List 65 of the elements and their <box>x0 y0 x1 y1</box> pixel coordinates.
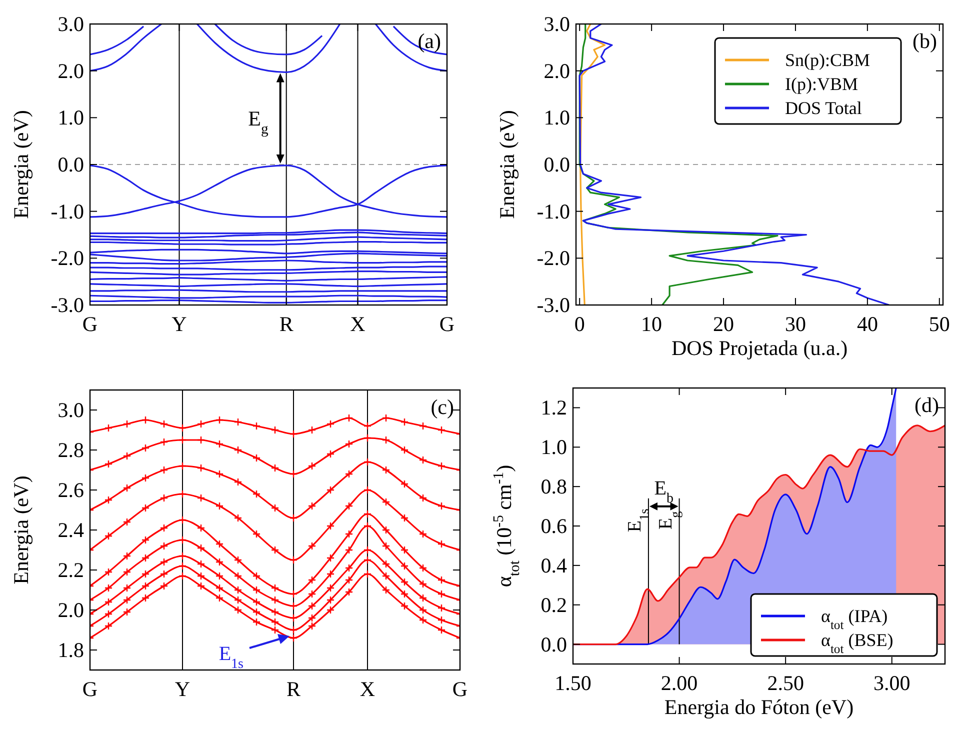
annotation: (c) <box>430 395 454 419</box>
y-tick-label: 3.0 <box>544 12 570 36</box>
x-axis-title: DOS Projetada (u.a.) <box>671 336 848 360</box>
y-tick-label: 2.4 <box>58 518 84 542</box>
x-tick-label: Y <box>174 677 190 701</box>
y-tick-label: 0.2 <box>540 592 567 617</box>
y-tick-label: 2.0 <box>58 58 84 83</box>
x-tick-label: Y <box>172 312 187 336</box>
y-tick-label: -3.0 <box>536 293 570 317</box>
x-tick-label: R <box>279 312 294 336</box>
y-tick-label: 1.0 <box>58 106 84 130</box>
legend-label: I(p):VBM <box>785 74 858 94</box>
y-tick-label: -2.0 <box>536 246 570 270</box>
x-axis-title: Energia do Fóton (eV) <box>664 695 854 719</box>
x-tick-label: R <box>286 677 301 701</box>
y-tick-label: 1.0 <box>540 435 567 460</box>
y-tick-label: 0.0 <box>544 152 570 176</box>
x-tick-label: 40 <box>856 312 878 336</box>
x-tick-label: 50 <box>928 312 950 336</box>
x-tick-label: 30 <box>784 312 806 336</box>
y-tick-label: 0.8 <box>540 474 567 499</box>
y-tick-label: 0.4 <box>540 553 568 578</box>
y-axis-title: Energia (eV) <box>9 476 33 584</box>
x-tick-label: 10 <box>641 312 662 336</box>
y-tick-label: 0.6 <box>540 514 567 538</box>
x-tick-label: 1.50 <box>554 671 592 695</box>
annotation: (b) <box>912 29 937 53</box>
legend-label: Sn(p):CBM <box>785 50 870 70</box>
legend-label: DOS Total <box>785 98 862 118</box>
y-tick-label: -1.0 <box>536 199 570 224</box>
x-tick-label: G <box>82 312 98 336</box>
x-tick-label: G <box>82 677 98 701</box>
x-tick-label: 0 <box>574 312 585 336</box>
x-tick-label: X <box>360 677 376 701</box>
y-tick-label: 1.0 <box>544 106 570 130</box>
y-tick-label: -2.0 <box>50 246 84 270</box>
y-tick-label: 2.0 <box>544 58 570 83</box>
y-tick-label: -3.0 <box>50 293 84 317</box>
y-axis-title: Energia (eV) <box>9 110 33 219</box>
x-tick-label: 20 <box>713 312 734 336</box>
legend-label: α$_{tot}$ (IPA) <box>821 606 888 632</box>
y-tick-label: 1.2 <box>540 396 567 420</box>
y-axis-title: Energia (eV) <box>495 110 519 219</box>
y-tick-label: 1.8 <box>58 638 84 662</box>
x-tick-label: 2.00 <box>660 671 698 695</box>
x-tick-label: X <box>350 312 366 336</box>
annotation: E$_{b}$ <box>654 477 674 506</box>
y-tick-label: 2.0 <box>58 598 84 622</box>
y-tick-label: 0.0 <box>58 152 84 176</box>
x-tick-label: G <box>439 312 455 336</box>
x-tick-label: G <box>452 677 468 701</box>
annotation: (d) <box>914 393 939 417</box>
y-tick-label: -1.0 <box>50 199 84 224</box>
annotation: E$_{g}$ <box>248 106 270 138</box>
y-tick-label: 2.8 <box>58 438 84 462</box>
y-tick-label: 3.0 <box>58 12 84 36</box>
y-tick-label: 2.6 <box>58 478 84 502</box>
legend-label: α$_{tot}$ (BSE) <box>821 630 894 656</box>
x-tick-label: 2.50 <box>767 671 804 695</box>
x-tick-label: 3.00 <box>873 671 910 695</box>
y-tick-label: 3.0 <box>58 398 84 422</box>
y-tick-label: 2.2 <box>58 558 84 582</box>
y-tick-label: 0.0 <box>540 632 567 656</box>
annotation: (a) <box>418 29 441 53</box>
annotation: E$_{1s}$ <box>218 643 244 672</box>
